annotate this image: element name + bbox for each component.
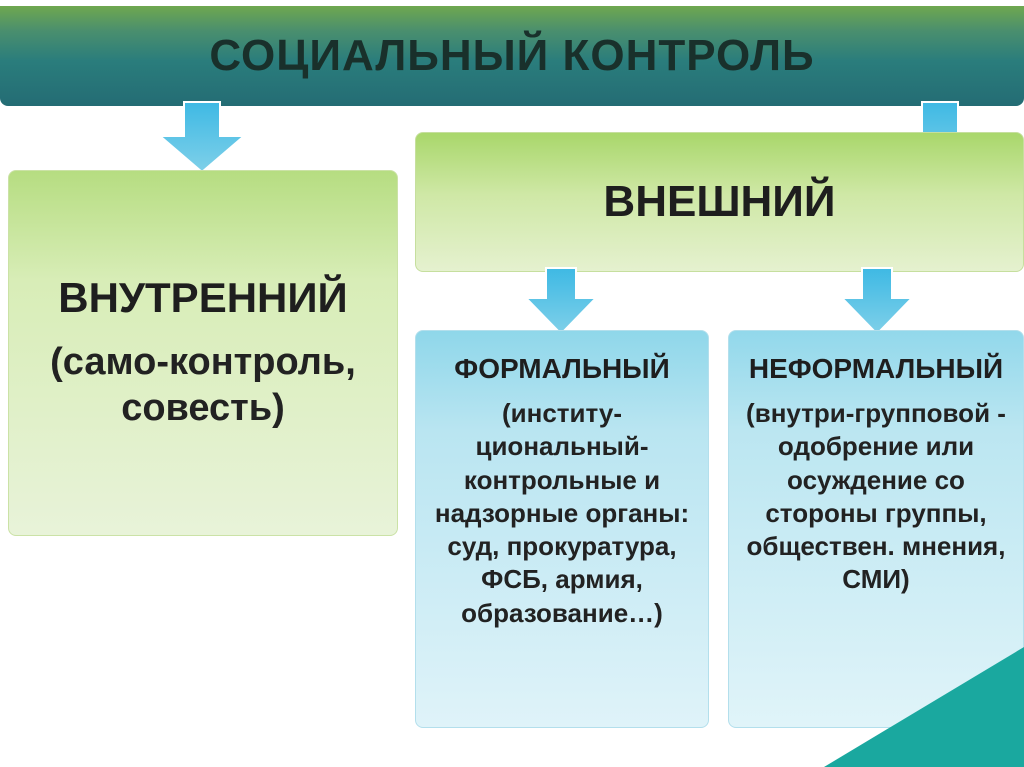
arrow-to-internal [158,100,246,174]
arrow-to-formal [524,266,598,336]
teal-corner-decor [824,647,1024,767]
header-box: СОЦИАЛЬНЫЙ КОНТРОЛЬ [0,6,1024,106]
arrow-to-informal [840,266,914,336]
formal-title: ФОРМАЛЬНЫЙ [454,353,669,385]
internal-box: ВНУТРЕННИЙ (само-контроль, совесть) [8,170,398,536]
formal-box: ФОРМАЛЬНЫЙ (институ-циональный- контроль… [415,330,709,728]
header-title: СОЦИАЛЬНЫЙ КОНТРОЛЬ [209,31,814,81]
formal-body: (институ-циональный- контрольные и надзо… [432,397,692,630]
internal-subtitle: (само-контроль, совесть) [27,340,379,431]
informal-body: (внутри-групповой - одобрение или осужде… [743,397,1009,597]
external-title: ВНЕШНИЙ [603,177,835,227]
internal-title: ВНУТРЕННИЙ [58,274,348,322]
informal-title: НЕФОРМАЛЬНЫЙ [749,353,1003,385]
external-box: ВНЕШНИЙ [415,132,1024,272]
